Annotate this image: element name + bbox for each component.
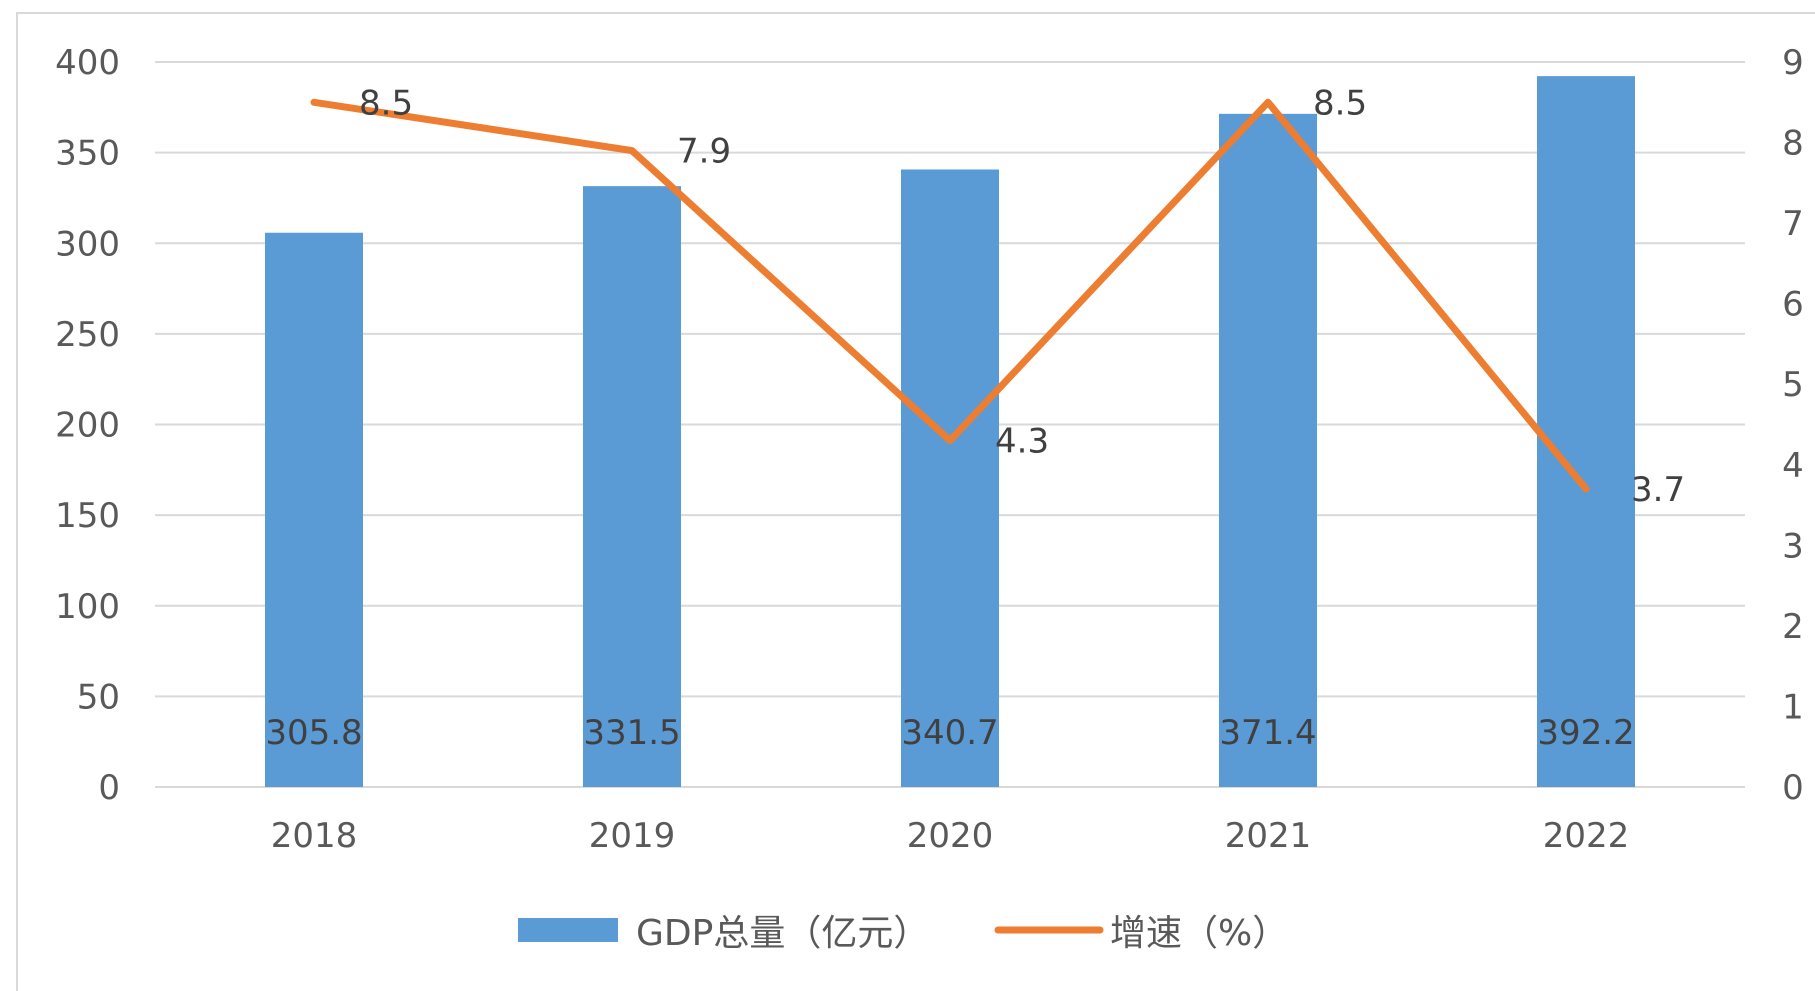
left-axis-tick-400: 400 [55,43,120,83]
left-axis-tick-50: 50 [77,677,120,717]
x-axis-tick-2019: 2019 [589,816,676,856]
x-axis-tick-2018: 2018 [271,816,358,856]
growth-label-2021: 8.5 [1313,83,1367,123]
right-axis-tick-6: 6 [1782,285,1804,325]
legend-gdp-swatch [518,918,618,942]
growth-point-2020 [949,439,951,442]
x-axis-tick-2021: 2021 [1225,816,1312,856]
growth-label-2020: 4.3 [995,422,1049,462]
bar-label-2019: 331.5 [583,713,680,753]
left-axis-tick-350: 350 [55,134,120,174]
bars-layer [265,76,1635,788]
left-axis-tick-300: 300 [55,224,120,264]
right-axis-tick-1: 1 [1782,687,1804,727]
legend-gdp-label: GDP总量（亿元） [636,913,929,954]
bar-2018 [265,232,363,788]
growth-point-2018 [313,101,315,104]
right-axis-tick-0: 0 [1782,768,1804,808]
x-axis-tick-2020: 2020 [907,816,994,856]
left-axis-tick-100: 100 [55,587,120,627]
right-axis-tick-5: 5 [1782,365,1804,405]
right-axis-tick-9: 9 [1782,43,1804,83]
growth-label-2018: 8.5 [359,83,413,123]
growth-label-2022: 3.7 [1631,470,1685,510]
right-axis-tick-7: 7 [1782,204,1804,244]
bar-label-2018: 305.8 [265,713,362,753]
right-axis-tick-3: 3 [1782,526,1804,566]
right-axis-tick-8: 8 [1782,124,1804,164]
bar-2019 [583,186,681,787]
axis-labels-layer: 0 50 100 150 200 250 300 350 400 0 1 2 3 4 5 6 7 8 9 2018 20… [55,43,1804,856]
data-labels-layer: 305.8 331.5 340.7 371.4 392.2 8.5 7.9 4.3 8.5 3.7 [265,83,1685,753]
left-axis-tick-0: 0 [98,768,120,808]
bar-2020 [901,169,999,787]
bar-label-2020: 340.7 [901,713,998,753]
right-axis-tick-4: 4 [1782,446,1804,486]
right-axis-tick-2: 2 [1782,607,1804,647]
growth-point-2019 [631,149,633,152]
bar-2022 [1537,76,1635,787]
bar-label-2022: 392.2 [1537,713,1634,753]
bar-2021 [1219,113,1317,787]
left-axis-tick-250: 250 [55,315,120,355]
growth-point-2022 [1585,487,1587,490]
growth-point-2021 [1267,101,1269,104]
left-axis-tick-150: 150 [55,496,120,536]
x-axis-tick-2022: 2022 [1543,816,1630,856]
legend: GDP总量（亿元） 增速（%） [518,913,1288,954]
left-axis-tick-200: 200 [55,406,120,446]
growth-label-2019: 7.9 [677,132,731,172]
growth-line-layer [310,98,1590,493]
legend-growth-label: 增速（%） [1110,913,1288,954]
bar-label-2021: 371.4 [1219,713,1316,753]
